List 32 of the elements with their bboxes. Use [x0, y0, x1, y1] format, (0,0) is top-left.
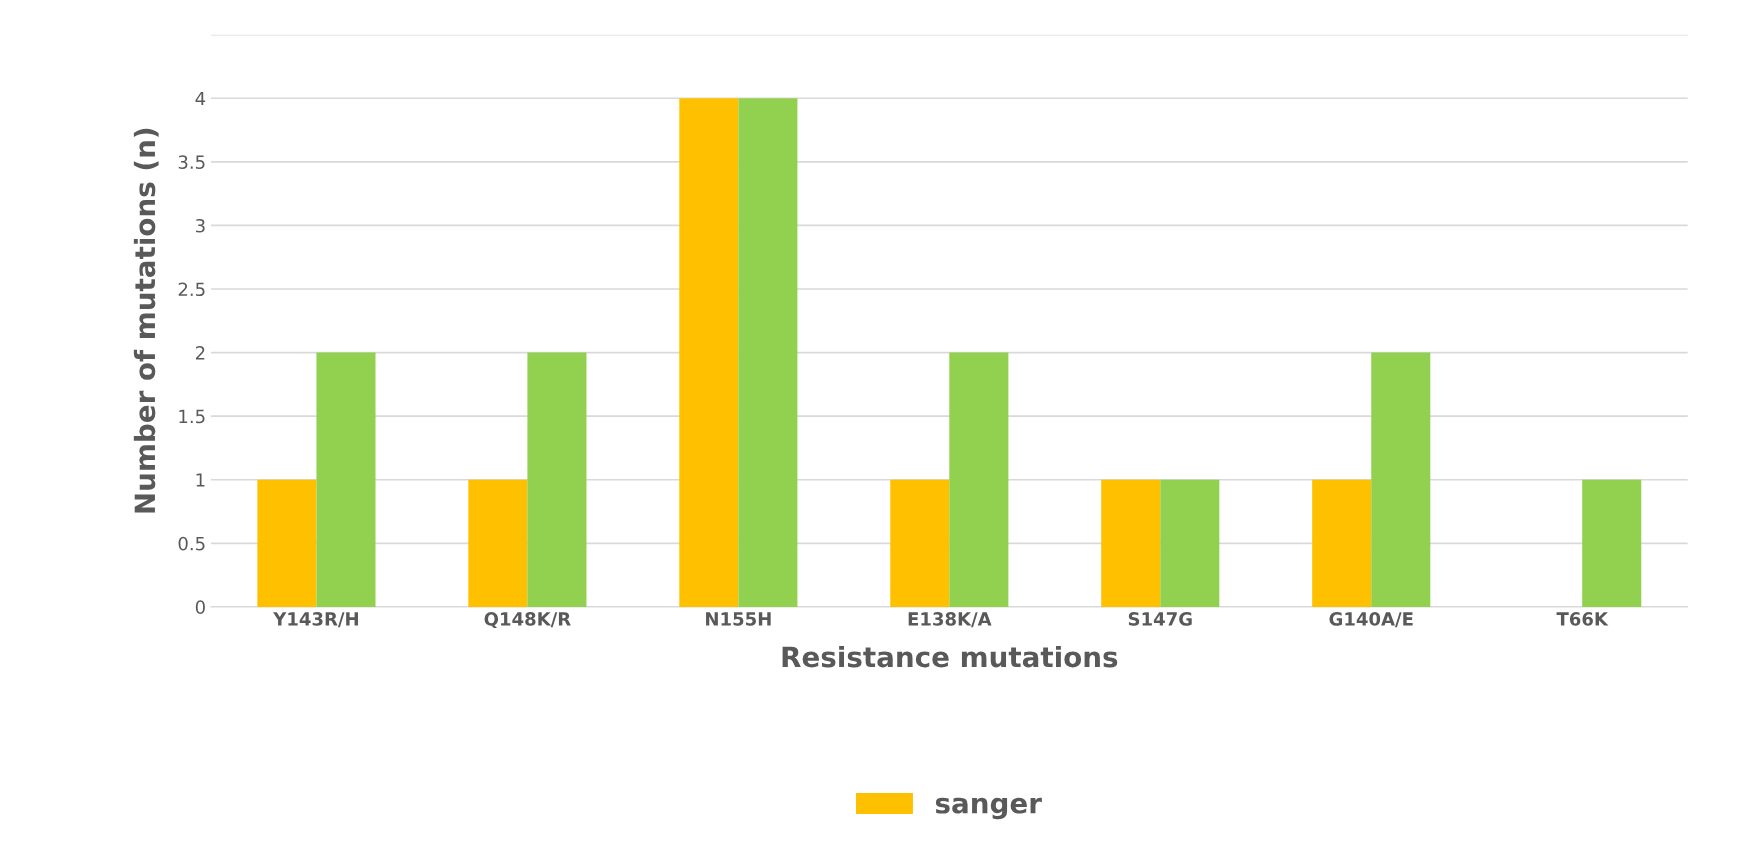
bar — [1582, 479, 1642, 607]
bar — [1312, 479, 1372, 607]
bar — [738, 98, 798, 607]
legend-label: sanger — [935, 797, 1042, 820]
x-tick-label: Q148K/R — [484, 612, 571, 629]
bar — [890, 479, 950, 607]
bar — [679, 98, 739, 607]
y-tick-label: 0.5 — [178, 536, 205, 551]
y-tick-label: 4 — [195, 91, 206, 106]
x-tick-label: S147G — [1128, 612, 1192, 626]
x-tick-label: Y143R/H — [273, 612, 358, 628]
bar — [1160, 479, 1220, 607]
y-tick-label: 0 — [195, 600, 205, 615]
y-tick-label: 1 — [196, 473, 205, 487]
y-tick-label: 1.5 — [179, 409, 205, 424]
bar — [257, 479, 317, 607]
x-axis-title: Resistance mutations — [782, 645, 1118, 668]
y-tick-label: 2 — [195, 346, 205, 360]
y-tick-label: 3 — [195, 218, 205, 233]
bar — [1371, 352, 1431, 607]
bar — [316, 352, 376, 607]
x-tick-label: G140A/E — [1329, 612, 1413, 628]
x-tick-label: E138K/A — [908, 612, 992, 628]
bar — [1101, 479, 1161, 607]
x-tick-label: N155H — [706, 612, 771, 626]
y-axis-title: Number of mutations (n) — [133, 128, 159, 513]
bar — [949, 352, 1009, 607]
y-tick-label: 2.5 — [178, 282, 205, 297]
bar — [527, 352, 587, 607]
y-tick-label: 3.5 — [178, 155, 205, 169]
x-tick-label: T66K — [1556, 612, 1609, 626]
bar — [468, 479, 528, 607]
